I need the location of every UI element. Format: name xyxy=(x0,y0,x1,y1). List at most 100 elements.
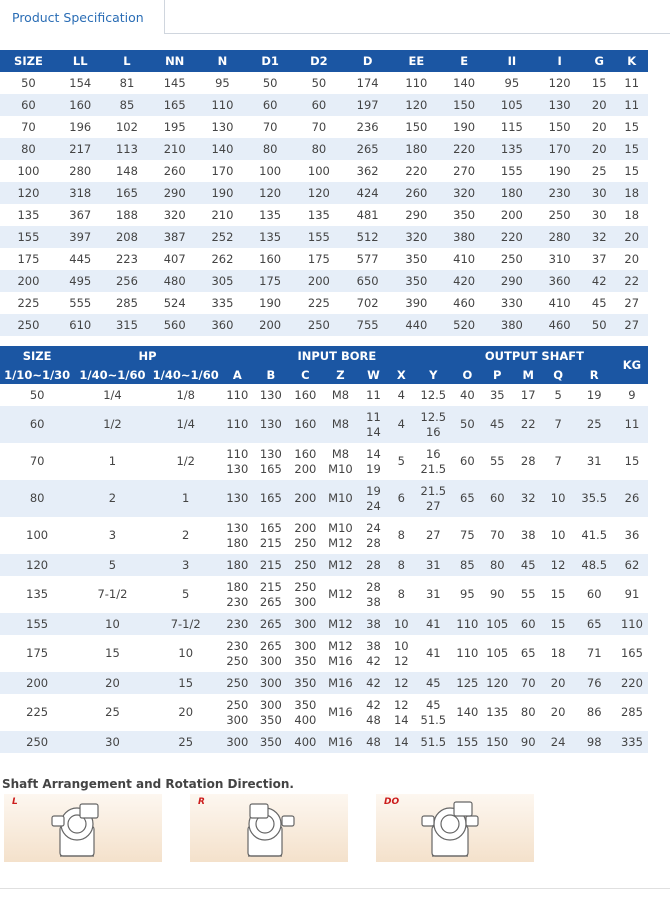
table-cell: 130 xyxy=(220,480,254,517)
shaft-arrangement-title: Shaft Arrangement and Rotation Direction… xyxy=(2,777,294,791)
table-cell: 120 xyxy=(294,182,344,204)
table-cell: 37 xyxy=(582,248,616,270)
table-cell: 150 xyxy=(392,116,441,138)
column-header: I xyxy=(536,50,583,72)
table-cell: 290 xyxy=(392,204,441,226)
table-cell: 330 xyxy=(487,292,537,314)
table-cell: M8 xyxy=(322,406,358,443)
tab-product-specification[interactable]: Product Specification xyxy=(0,0,165,34)
size-header: SIZE xyxy=(0,346,75,365)
table-cell: 135 xyxy=(0,204,57,226)
table-cell: 225 xyxy=(0,292,57,314)
table-cell: 120 xyxy=(536,72,583,94)
shaft-arrangement-l[interactable]: L xyxy=(4,794,162,862)
table-cell: 11 xyxy=(615,94,648,116)
table-cell: 7 xyxy=(543,443,573,480)
table-cell: 100 xyxy=(245,160,295,182)
table-cell: 50 xyxy=(294,72,344,94)
table-cell: 1/4 xyxy=(150,406,221,443)
table-cell: 407 xyxy=(150,248,200,270)
table-cell: 30 xyxy=(74,731,151,753)
table-cell: 20 xyxy=(582,94,616,116)
table-cell: 250 300 xyxy=(220,694,254,731)
table-cell: 130 xyxy=(253,406,288,443)
table-cell: 135 xyxy=(487,138,537,160)
table-cell: 70 xyxy=(0,116,57,138)
table-row: 70 1 1/2 110 130 130 165 160 200 M8 M10 14 19 5 1… xyxy=(0,443,648,480)
table-cell: 110 xyxy=(392,72,441,94)
table-cell: 24 28 xyxy=(358,517,389,554)
table-cell: 262 xyxy=(199,248,246,270)
table-cell: 80 xyxy=(0,138,57,160)
table-cell: 350 400 xyxy=(287,694,323,731)
table-cell: 610 xyxy=(56,314,104,336)
table-cell: 362 xyxy=(343,160,393,182)
table-cell: 3 xyxy=(74,517,151,554)
table-cell: 230 250 xyxy=(220,635,254,672)
bottom-divider xyxy=(0,888,670,889)
table-cell: 1/2 xyxy=(74,406,151,443)
column-header: C xyxy=(287,365,323,384)
table-cell: 210 xyxy=(150,138,200,160)
table-cell: 250 xyxy=(536,204,583,226)
table-cell: 100 xyxy=(294,160,344,182)
table-cell: 335 xyxy=(615,731,648,753)
table-row: 50 154 81 145 95 50 50 174 110 140 95 120 15 11 xyxy=(0,72,648,94)
table-cell: 285 xyxy=(615,694,648,731)
table-cell: 27 xyxy=(615,314,648,336)
table-cell: 290 xyxy=(150,182,200,204)
column-header: G xyxy=(582,50,616,72)
table-row: 175 15 10 230 250 265 300 300 350 M12 M16 38 42… xyxy=(0,635,648,672)
table-cell: 140 xyxy=(199,138,246,160)
table-cell: 200 xyxy=(245,314,295,336)
shaft-arrangement-do[interactable]: DO xyxy=(376,794,534,862)
table-cell: 170 xyxy=(199,160,246,182)
table-cell: 100 xyxy=(0,160,57,182)
tab-header: Product Specification xyxy=(0,0,670,34)
table-cell: 367 xyxy=(56,204,104,226)
table-cell: 148 xyxy=(103,160,151,182)
table-cell: 90 xyxy=(512,731,544,753)
table-cell: 80 xyxy=(512,694,544,731)
table-cell: 65 xyxy=(452,480,482,517)
table-cell: 2 xyxy=(150,517,221,554)
column-header: O xyxy=(452,365,482,384)
table-cell: 21.5 27 xyxy=(413,480,453,517)
table-cell: 85 xyxy=(103,94,151,116)
hp-header: HP xyxy=(74,346,221,365)
table-cell: 130 180 xyxy=(220,517,254,554)
table-cell: 318 xyxy=(56,182,104,204)
table-row: 175 445 223 407 262 160 175 577 350 410 250 310 37 20 xyxy=(0,248,648,270)
table-cell: 50 xyxy=(582,314,616,336)
table-row: 100 280 148 260 170 100 100 362 220 270 155 190 25 15 xyxy=(0,160,648,182)
table-cell: 10 xyxy=(150,635,221,672)
table-cell: 125 xyxy=(452,672,482,694)
table-cell: 110 xyxy=(452,613,482,635)
table-cell: 50 xyxy=(0,72,57,94)
table-row: 250 610 315 560 360 200 250 755 440 520 380 460 50 27 xyxy=(0,314,648,336)
table-cell: 150 xyxy=(536,116,583,138)
table-cell: 300 xyxy=(287,613,323,635)
table-cell: 265 xyxy=(253,613,288,635)
table-cell: 110 xyxy=(220,406,254,443)
table-cell: 28 xyxy=(358,554,389,576)
tab-divider xyxy=(164,33,670,34)
table-cell: 165 xyxy=(615,635,648,672)
table-row: 225 25 20 250 300 300 350 350 400 M16 42 48 12 1… xyxy=(0,694,648,731)
table-cell: 197 xyxy=(343,94,393,116)
table-cell: 200 xyxy=(0,270,57,292)
table-cell: 1/4 xyxy=(74,384,151,406)
table-cell: 12 xyxy=(388,672,414,694)
table-cell: 42 xyxy=(358,672,389,694)
table-cell: 12.5 16 xyxy=(413,406,453,443)
table-cell: 5 xyxy=(543,384,573,406)
dimension-table-header: SIZE LL L NN N D1 D2 D EE E II I G K xyxy=(0,50,648,72)
table-cell: 165 xyxy=(150,94,200,116)
shaft-arrangement-r[interactable]: R xyxy=(190,794,348,862)
table-cell: 86 xyxy=(572,694,616,731)
table-cell: 5 xyxy=(388,443,414,480)
table-cell: 80 xyxy=(245,138,295,160)
table-cell: 135 xyxy=(245,226,295,248)
table-row: 155 10 7-1/2 230 265 300 M12 38 10 41 110 105 60 15 65… xyxy=(0,613,648,635)
table-cell: 113 xyxy=(103,138,151,160)
